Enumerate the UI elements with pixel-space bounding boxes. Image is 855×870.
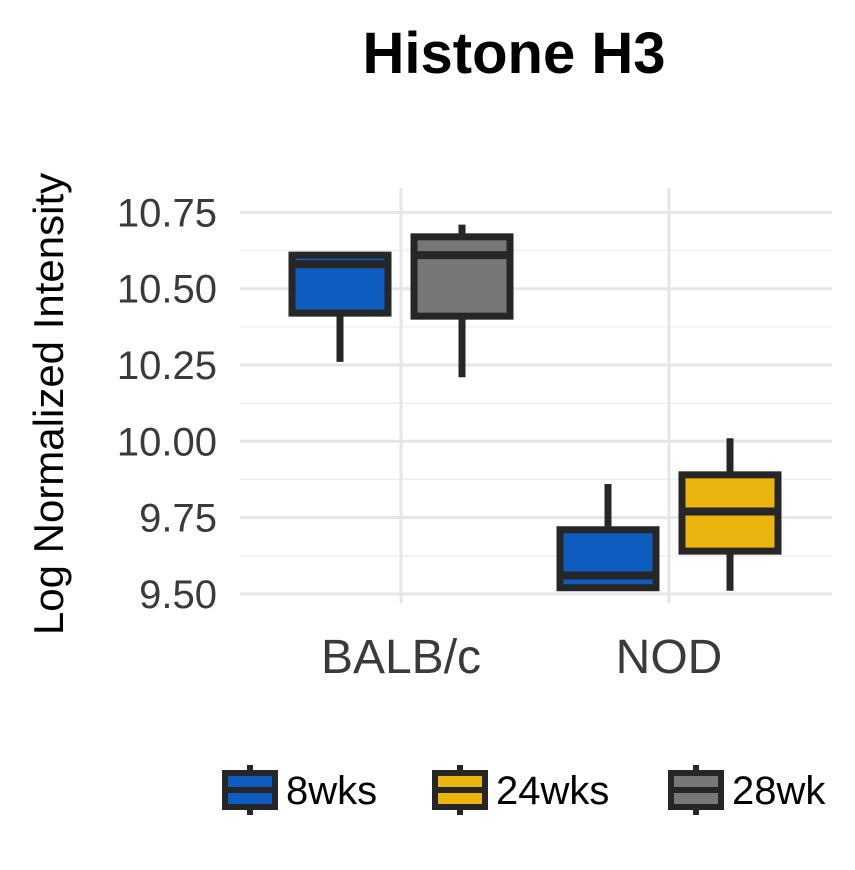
x-tick-label: BALB/c: [321, 631, 481, 684]
x-tick-label: NOD: [616, 631, 723, 684]
box-body: [410, 233, 514, 320]
legend-item-8wks: 8wks: [222, 765, 377, 815]
legend-item-24wks: 24wks: [432, 765, 609, 815]
box-nod-24wks: [678, 438, 782, 591]
y-axis-ticks: 9.50 9.75 10.00 10.25 10.50 10.75: [117, 191, 217, 616]
x-axis-ticks: BALB/c NOD: [321, 631, 722, 684]
y-tick-label: 9.75: [139, 497, 217, 541]
y-tick-label: 10.25: [117, 344, 217, 388]
box-balbc-28wk: [410, 224, 514, 378]
y-tick-label: 9.50: [139, 573, 217, 617]
box-balbc-8wks: [288, 251, 392, 362]
grid-lines: [240, 188, 832, 603]
legend-label: 28wk: [732, 769, 826, 813]
y-axis-label: Log Normalized Intensity: [25, 173, 72, 635]
legend-label: 24wks: [496, 769, 609, 813]
box-plot-marks: [288, 224, 782, 592]
legend: 8wks 24wks 28wk: [222, 765, 826, 815]
legend-item-28wk: 28wk: [668, 765, 826, 815]
box-nod-8wks: [556, 483, 660, 592]
y-tick-label: 10.00: [117, 420, 217, 464]
legend-label: 8wks: [286, 769, 377, 813]
y-tick-label: 10.50: [117, 268, 217, 312]
y-tick-label: 10.75: [117, 191, 217, 235]
chart-title: Histone H3: [363, 21, 666, 86]
